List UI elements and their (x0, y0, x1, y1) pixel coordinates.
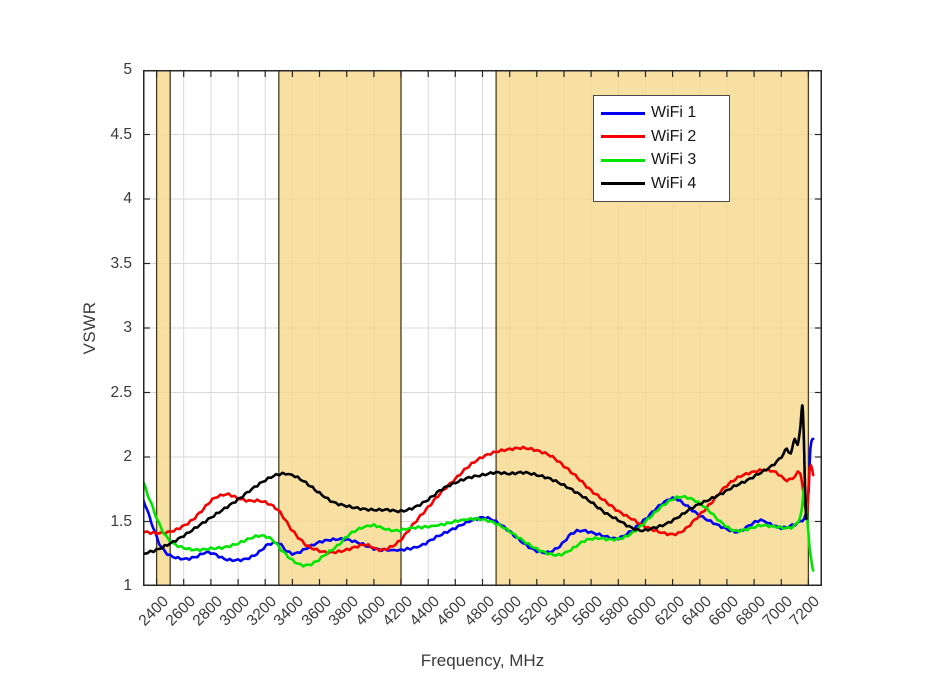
x-axis-label: Frequency, MHz (420, 651, 545, 670)
legend-line-sample (601, 111, 645, 115)
legend-item-wifi-4: WiFi 4 (594, 175, 729, 193)
legend-item-wifi-3: WiFi 3 (594, 151, 729, 169)
y-tick-label: 1 (123, 577, 132, 594)
y-tick-label: 2 (123, 448, 132, 465)
legend: WiFi 1 WiFi 2 WiFi 3 WiFi 4 (593, 95, 730, 202)
y-tick-label: 3.5 (110, 254, 132, 272)
legend-label: WiFi 1 (651, 104, 697, 122)
y-tick-label: 1.5 (110, 512, 132, 530)
plot-area (143, 70, 822, 586)
legend-label: WiFi 2 (651, 127, 697, 145)
legend-label: WiFi 3 (651, 151, 697, 169)
legend-item-wifi-2: WiFi 2 (594, 128, 729, 146)
legend-label: WiFi 4 (651, 174, 697, 192)
plot-canvas (143, 70, 822, 586)
y-tick-label: 3 (123, 319, 132, 336)
legend-line-sample (601, 158, 645, 162)
legend-line-sample (601, 182, 645, 186)
y-tick-label: 5 (123, 61, 132, 78)
y-tick-label: 2.5 (110, 383, 132, 401)
legend-line-sample (601, 135, 645, 139)
y-tick-label: 4.5 (110, 125, 132, 143)
legend-item-wifi-1: WiFi 1 (594, 104, 729, 122)
y-tick-label: 4 (123, 190, 132, 207)
